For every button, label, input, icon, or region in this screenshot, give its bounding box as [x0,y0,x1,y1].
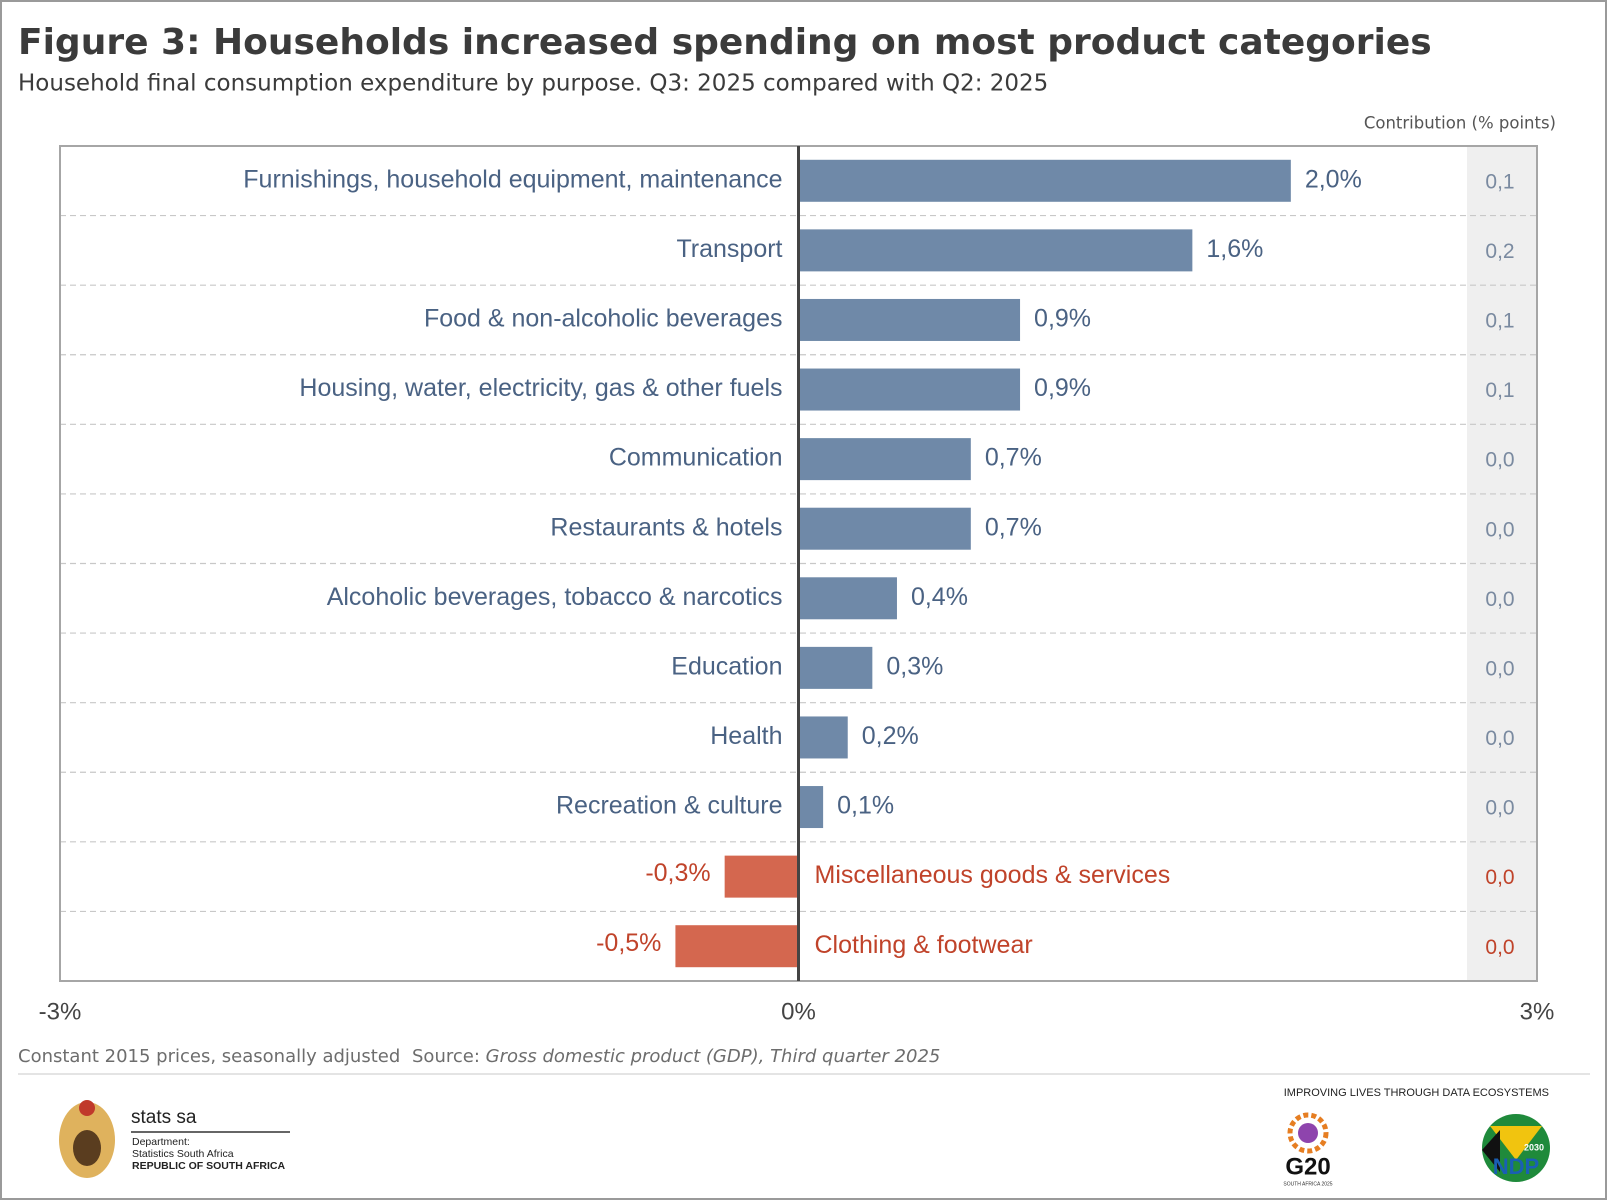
value-label: 0,9% [1034,374,1091,402]
g20-text: G20 [1285,1153,1330,1180]
value-label: 2,0% [1305,165,1362,193]
category-label: Recreation & culture [556,792,783,820]
x-tick-label: -3% [39,998,82,1025]
bar [798,438,971,481]
contribution-label: 0,2 [1485,240,1514,263]
category-label: Furnishings, household equipment, mainte… [243,165,782,193]
value-label: 0,7% [985,513,1042,541]
brand-department: Department: [132,1136,190,1148]
bar [675,925,799,968]
ndp-logo [1482,1114,1550,1182]
value-label: 0,7% [985,444,1042,472]
contribution-label: 0,0 [1485,588,1514,611]
bar [724,855,799,898]
category-label: Clothing & footwear [815,931,1033,959]
brand-name: stats sa [131,1107,197,1128]
category-label: Transport [676,235,782,263]
category-label: Restaurants & hotels [550,513,782,541]
bar [798,646,873,689]
category-label: Food & non-alcoholic beverages [424,305,783,333]
category-label: Miscellaneous goods & services [815,861,1171,889]
value-label: -0,3% [645,859,710,887]
ndp-text: NDP [1493,1154,1539,1179]
value-label: 0,2% [862,722,919,750]
category-label: Alcoholic beverages, tobacco & narcotics [327,583,783,611]
value-label: 0,3% [886,652,943,680]
chart-subtitle: Household final consumption expenditure … [18,71,1048,97]
bar [798,577,897,620]
source: Source: Gross domestic product (GDP), Th… [412,1046,940,1067]
bar [798,716,848,759]
g20-sub: SOUTH AFRICA 2025 [1283,1181,1332,1187]
contribution-label: 0,0 [1485,936,1514,959]
value-label: 0,9% [1034,305,1091,333]
value-label: 1,6% [1206,235,1263,263]
x-tick-label: 0% [781,998,816,1025]
x-tick-label: 3% [1520,998,1555,1025]
source-label: Source: [412,1046,480,1067]
bar [798,368,1021,411]
contribution-label: 0,1 [1485,170,1514,193]
category-label: Communication [609,444,783,472]
bar [798,507,971,550]
value-label: 0,1% [837,792,894,820]
bar [798,159,1291,202]
brand-org: Statistics South Africa [132,1148,234,1160]
brand-country: REPUBLIC OF SOUTH AFRICA [132,1160,285,1172]
value-label: -0,5% [596,929,661,957]
contribution-label: 0,0 [1485,518,1514,541]
contribution-label: 0,1 [1485,379,1514,402]
slogan: IMPROVING LIVES THROUGH DATA ECOSYSTEMS [1284,1087,1549,1099]
source-text: Gross domestic product (GDP), Third quar… [486,1046,941,1067]
contribution-label: 0,0 [1485,797,1514,820]
category-label: Education [671,652,782,680]
bar [798,786,824,829]
coat-of-arms [59,1100,115,1178]
contribution-label: 0,0 [1485,657,1514,680]
category-label: Housing, water, electricity, gas & other… [299,374,782,402]
value-label: 0,4% [911,583,968,611]
chart-title: Figure 3: Households increased spending … [18,22,1432,63]
category-label: Health [710,722,782,750]
contribution-label: 0,1 [1485,310,1514,333]
bar [798,229,1193,272]
contribution-label: 0,0 [1485,727,1514,750]
notes: Constant 2015 prices, seasonally adjuste… [18,1046,400,1067]
contribution-label: 0,0 [1485,449,1514,472]
ndp-year: 2030 [1524,1142,1544,1152]
g20-logo [1287,1112,1329,1154]
contribution-label: 0,0 [1485,866,1514,889]
bar [798,298,1021,341]
contribution-header: Contribution (% points) [1364,114,1556,133]
